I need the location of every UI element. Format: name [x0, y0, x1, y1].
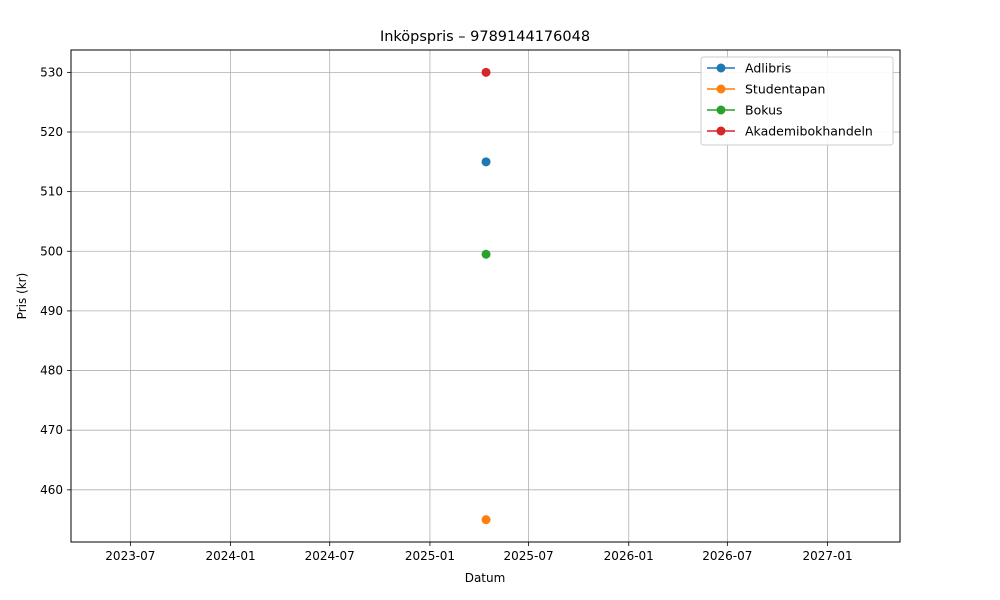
x-tick-label: 2025-07 [503, 549, 553, 563]
y-tick-label: 480 [40, 364, 63, 378]
x-tick-label: 2026-01 [604, 549, 654, 563]
legend: Adlibris Studentapan Bokus Akademibokhandel… [700, 56, 894, 146]
legend-marker-adlibris [716, 63, 726, 73]
data-point-studentapan [481, 515, 491, 525]
y-tick-label: 510 [40, 185, 63, 199]
x-tick-label: 2026-07 [702, 549, 752, 563]
chart-title: Inköpspris – 9789144176048 [380, 29, 590, 45]
y-axis-ticks: 460 470 480 490 500 510 520 530 [40, 65, 71, 497]
x-tick-label: 2023-07 [105, 549, 155, 563]
y-tick-label: 530 [40, 65, 63, 79]
x-tick-label: 2025-01 [405, 549, 455, 563]
y-tick-label: 490 [40, 304, 63, 318]
plot-area-frame [70, 49, 901, 543]
x-tick-label: 2027-01 [802, 549, 852, 563]
legend-label-adlibris: Adlibris [745, 61, 791, 76]
legend-marker-bokus [716, 105, 726, 115]
x-axis-title: Datum [465, 571, 506, 585]
x-tick-label: 2024-07 [305, 549, 355, 563]
x-tick-label: 2024-01 [206, 549, 256, 563]
legend-label-bokus: Bokus [745, 103, 783, 118]
data-point-adlibris [481, 157, 491, 167]
legend-label-studentapan: Studentapan [745, 82, 825, 97]
legend-marker-studentapan [716, 84, 726, 94]
legend-marker-akademibokhandeln [716, 126, 726, 136]
data-marks [481, 67, 491, 525]
y-tick-label: 500 [40, 244, 63, 258]
legend-box [700, 56, 894, 146]
data-point-bokus [481, 249, 491, 259]
x-axis-ticks: 2023-07 2024-01 2024-07 2025-01 2025-07 2026-… [105, 542, 853, 563]
y-tick-label: 460 [40, 483, 63, 497]
y-tick-label: 520 [40, 125, 63, 139]
data-point-akademibokhandeln [481, 67, 491, 77]
y-tick-label: 470 [40, 423, 63, 437]
legend-label-akademibokhandeln: Akademibokhandeln [745, 124, 873, 139]
y-axis-title: Pris (kr) [15, 273, 29, 320]
